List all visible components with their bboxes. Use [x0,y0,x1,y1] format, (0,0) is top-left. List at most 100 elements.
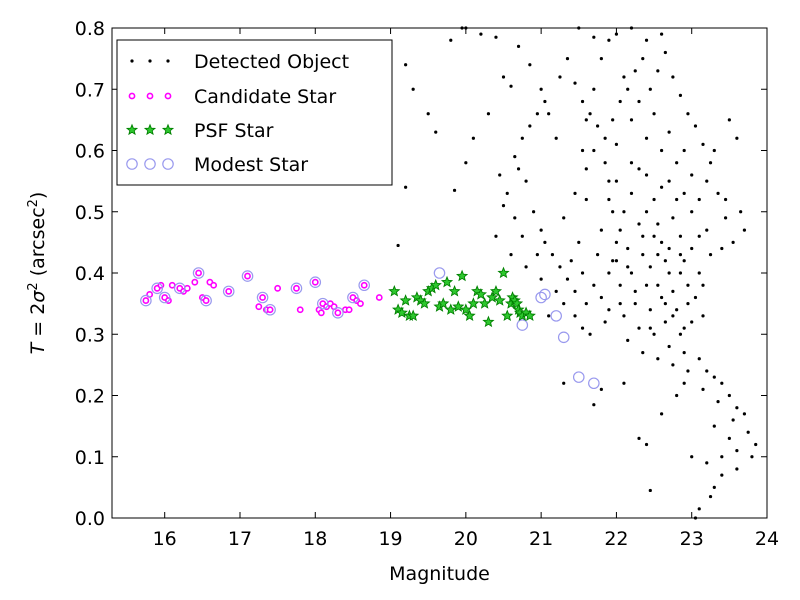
detected-object-point [693,124,698,128]
detected-object-point [592,283,596,287]
detected-object-point [562,381,566,385]
detected-object-point [686,112,690,116]
detected-object-point [611,210,615,214]
detected-object-point [652,197,656,202]
candidate-star-point [293,284,300,292]
detected-object-point [739,210,743,214]
psf-star-point [452,300,465,312]
modest-star-point [264,303,276,316]
detected-object-point [697,357,701,361]
x-tick-label: 21 [529,528,553,550]
detected-object-point [562,216,566,220]
detected-object-point [543,99,547,104]
y-tick-label: 0.4 [75,263,105,285]
detected-object-point [690,455,694,459]
detected-object-point [516,167,521,171]
psf-star-point [474,288,487,300]
detected-object-point [663,50,667,55]
detected-object-point [701,283,705,287]
detected-object-point [618,228,622,232]
detected-object-point [686,302,690,306]
detected-object-point [667,246,671,251]
detected-object-point [588,112,592,116]
detected-object-point [524,179,528,183]
detected-object-point [727,118,731,122]
candidate-star-point [244,272,251,280]
detected-object-point [404,63,408,67]
detected-object-point [697,507,701,511]
detected-object-point [712,148,716,153]
detected-object-point [611,259,615,263]
detected-object-point [720,381,724,385]
detected-object-point [712,375,716,379]
modest-star-point [572,371,585,383]
detected-object-point [426,112,430,116]
detected-object-point [622,381,626,385]
detected-object-point [693,295,698,300]
psf-star-point [440,275,454,288]
detected-object-point [629,118,634,122]
legend-marker-psf-star [161,123,175,136]
plot-marks [140,26,758,520]
detected-object-point [720,455,724,459]
x-tick-label: 17 [228,528,252,550]
detected-object-point [652,332,656,336]
detected-object-point [614,259,619,263]
y-tick-label: 0.2 [75,386,105,408]
detected-object-point [641,234,645,238]
detected-object-point [494,35,498,39]
detected-object-point [723,197,728,202]
detected-object-point [573,81,577,85]
detected-object-point [667,271,671,275]
y-tick-label: 0.5 [75,202,105,224]
detected-object-point [573,314,577,318]
detected-object-point [667,344,671,349]
modest-star-point [290,282,303,295]
modest-star-point [550,310,562,322]
detected-object-point [607,38,611,42]
detected-object-point [629,271,634,275]
detected-object-point [509,84,513,88]
detected-object-point [705,461,709,465]
detected-object-point [607,179,611,183]
x-tick-label: 24 [755,528,779,550]
detected-object-point [558,75,562,79]
modest-star-point [241,270,254,282]
detected-object-point [584,197,588,202]
legend-marker-candidate-star [146,92,154,100]
candidate-star-point [255,303,263,311]
detected-object-point [682,381,686,385]
psf-star-point [437,297,450,309]
detected-object-point [644,210,649,214]
detected-object-point [750,455,754,459]
detected-object-point [554,289,558,293]
detected-object-point [580,148,585,153]
detected-object-point [671,314,675,318]
x-tick-label: 16 [153,528,177,550]
detected-object-point [486,112,491,116]
candidate-star-point [357,300,364,308]
detected-object-point [712,485,716,489]
detected-object-point [501,204,506,208]
detected-object-point [735,467,739,471]
detected-object-point [754,442,758,447]
detected-object-point [599,228,603,232]
detected-object-point [671,363,675,367]
detected-object-point [644,38,649,42]
detected-object-point [720,246,724,251]
y-tick-label: 0.8 [75,18,105,40]
detected-object-point [577,240,581,244]
legend-label-modest-star: Modest Star [194,154,308,176]
detected-object-point [618,283,622,287]
detected-object-point [659,295,664,300]
detected-object-point [671,289,675,293]
detected-object-point [569,259,573,263]
candidate-star-point [142,297,150,304]
detected-object-point [656,69,660,73]
detected-object-point [637,167,641,171]
legend-marker-modest-star [162,158,174,170]
detected-object-point [524,265,528,269]
legend-marker-detected-object [166,59,170,63]
detected-object-point [656,222,660,226]
legend-marker-candidate-star [128,92,136,100]
